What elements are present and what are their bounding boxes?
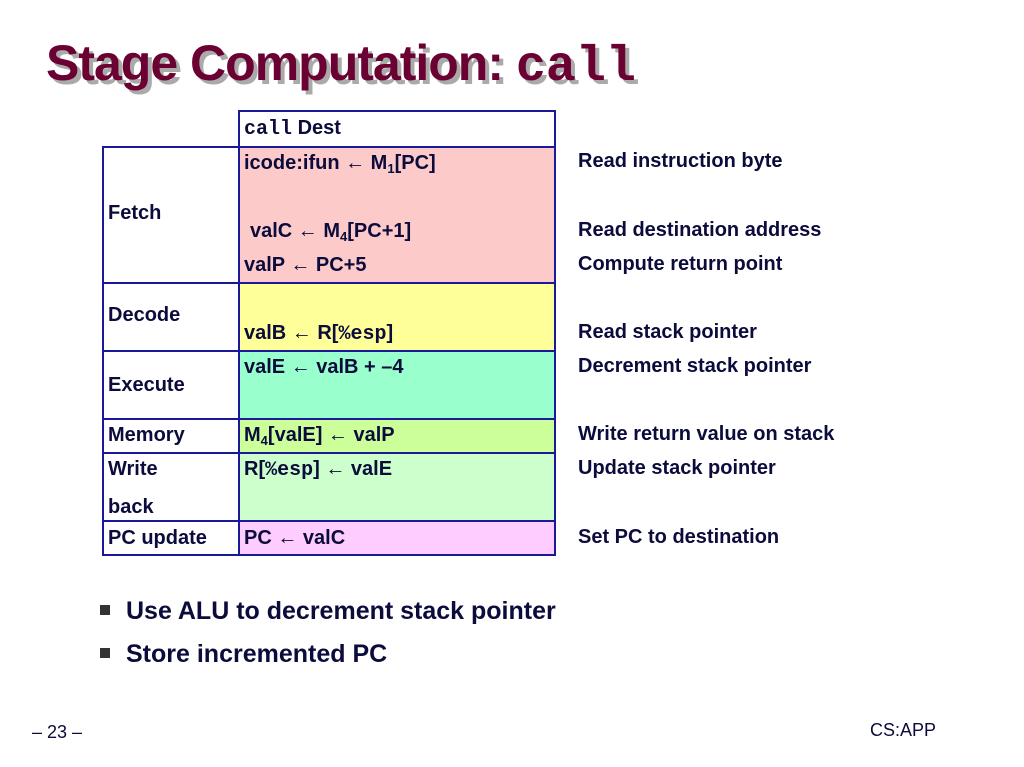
bullet-square-icon — [100, 605, 110, 615]
execute-op: valE ← valB + –4 — [244, 356, 404, 378]
pcupdate-op: PC ← valC — [244, 527, 346, 549]
stage-execute-label: Execute — [102, 350, 240, 420]
fetch-op-valc: valC ← M4[PC+1] — [250, 220, 412, 244]
description: Read instruction byte — [578, 150, 783, 172]
stage-pcupdate-ops: PC ← valC — [238, 520, 556, 556]
title-text: Stage Computation: — [46, 35, 516, 91]
footer-brand: CS:APP — [870, 720, 937, 740]
description: Update stack pointer — [578, 457, 776, 479]
title-code: call — [515, 39, 636, 96]
writeback-label-2: back — [108, 496, 154, 518]
stage-fetch-label: Fetch — [102, 146, 240, 284]
description: Set PC to destination — [578, 526, 780, 548]
writeback-label-1: Write — [108, 458, 158, 480]
description: Read stack pointer — [578, 321, 757, 343]
description: Read destination address — [578, 219, 822, 241]
stage-fetch-ops: icode:ifun ← M1[PC] valC ← M4[PC+1] valP… — [238, 146, 556, 284]
stage-writeback-ops: R[%esp] ← valE — [238, 452, 556, 522]
stage-writeback-label: Write back — [102, 452, 240, 522]
fetch-label: Fetch — [108, 202, 162, 224]
header-code: call — [244, 118, 293, 141]
fetch-op-icode: icode:ifun ← M1[PC] — [244, 152, 436, 176]
description: Write return value on stack — [578, 423, 835, 445]
stage-memory-ops: M4[valE] ← valP — [238, 418, 556, 454]
instruction-header: call Dest — [238, 110, 556, 148]
bullet-square-icon — [100, 648, 110, 658]
header-text: Dest — [297, 117, 341, 139]
writeback-op: R[%esp] ← valE — [244, 458, 393, 482]
bullet-item: Use ALU to decrement stack pointer — [100, 597, 556, 626]
stage-decode-label: Decode — [102, 282, 240, 352]
fetch-op-valp: valP ← PC+5 — [244, 254, 367, 276]
bullet-item: Store incremented PC — [100, 640, 387, 669]
stage-decode-ops: valB ← R[%esp] — [238, 282, 556, 352]
memory-op: M4[valE] ← valP — [244, 424, 395, 448]
execute-label: Execute — [108, 374, 185, 396]
pcupdate-label: PC update — [108, 527, 207, 549]
stage-execute-ops: valE ← valB + –4 — [238, 350, 556, 420]
decode-op: valB ← R[%esp] — [244, 322, 394, 346]
page-number: – 23 – — [32, 722, 83, 742]
slide-title: Stage Computation: call — [46, 34, 636, 96]
stage-memory-label: Memory — [102, 418, 240, 454]
description: Compute return point — [578, 253, 783, 275]
description: Decrement stack pointer — [578, 355, 812, 377]
memory-label: Memory — [108, 424, 185, 446]
stage-pcupdate-label: PC update — [102, 520, 240, 556]
decode-label: Decode — [108, 304, 181, 326]
